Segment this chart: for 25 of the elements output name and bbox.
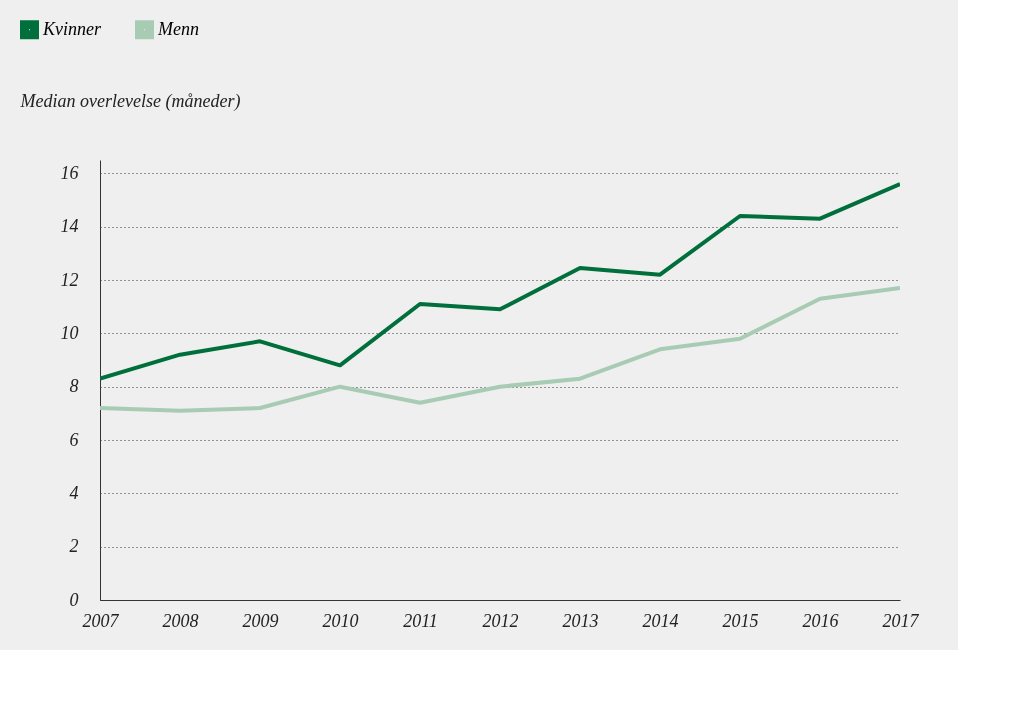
x-tick-label: 2010	[322, 610, 359, 631]
y-axis-title: Median overlevelse (måneder)	[19, 90, 241, 112]
line-series	[100, 182, 900, 381]
legend-label: Kvinner	[42, 18, 102, 39]
y-tick-label: 2	[69, 536, 79, 557]
x-tick-label: 2008	[162, 610, 199, 631]
y-tick-label: 6	[69, 429, 79, 450]
y-tick-label: 14	[60, 216, 79, 237]
y-tick-label: 4	[69, 482, 79, 503]
x-tick-label: 2014	[642, 610, 679, 631]
y-tick-label: 16	[60, 162, 79, 183]
y-tick-label: 12	[60, 269, 79, 290]
x-tick-label: 2013	[562, 610, 599, 631]
legend-label: Menn	[157, 18, 199, 39]
x-tick-label: 2012	[482, 610, 519, 631]
x-tick-label: 2015	[722, 610, 759, 631]
x-tick-label: 2017	[882, 610, 920, 631]
line-series	[100, 286, 900, 413]
x-tick-label: 2007	[82, 610, 120, 631]
x-tick-label: 2009	[242, 610, 279, 631]
x-tick-label: 2011	[403, 610, 438, 631]
y-tick-label: 10	[60, 322, 79, 343]
y-tick-label: 8	[69, 376, 79, 397]
y-tick-label: 0	[69, 589, 79, 610]
x-tick-label: 2016	[802, 610, 839, 631]
